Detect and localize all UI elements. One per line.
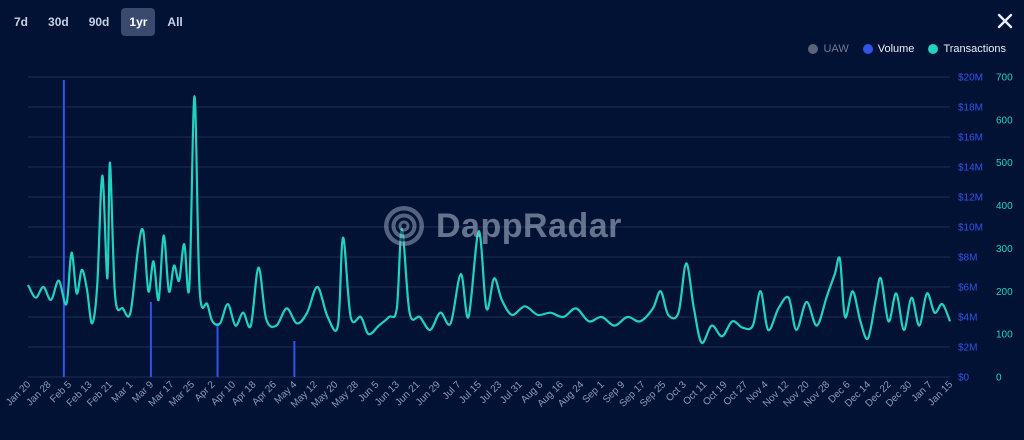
y-axis-left: $0 $2M $4M $6M $8M $10M $12M $14M $16M $18M $20M — [958, 73, 983, 384]
y-right-tick-label: 300 — [996, 244, 1013, 255]
range-30d-button[interactable]: 30d — [48, 15, 69, 29]
radar-logo-icon — [384, 206, 424, 246]
y-right-tick-label: 100 — [996, 330, 1013, 341]
y-left-tick-label: $16M — [958, 133, 983, 144]
y-right-tick-label: 0 — [996, 373, 1002, 384]
legend-item-transactions[interactable]: Transactions — [928, 43, 1006, 55]
x-tick-label: Mar 1 — [110, 379, 136, 405]
y-left-tick-label: $0 — [958, 373, 970, 384]
watermark-text: DappRadar — [436, 206, 622, 245]
legend-label-uaw: UAW — [823, 43, 849, 55]
y-axis-right: 0 100 200 300 400 500 600 700 — [996, 73, 1013, 384]
chart-grid — [28, 76, 950, 378]
legend-item-uaw[interactable]: UAW — [808, 43, 849, 55]
legend-item-volume[interactable]: Volume — [862, 43, 915, 55]
watermark: DappRadar — [382, 204, 622, 248]
y-left-tick-label: $2M — [958, 343, 977, 354]
transactions-series — [27, 95, 952, 344]
y-right-tick-label: 400 — [996, 201, 1013, 212]
y-right-tick-label: 200 — [996, 287, 1013, 298]
range-1yr-button[interactable]: 1yr — [121, 8, 156, 36]
y-left-tick-label: $4M — [958, 313, 977, 324]
y-left-tick-label: $14M — [958, 163, 983, 174]
y-left-tick-label: $12M — [958, 193, 983, 204]
legend-label-transactions: Transactions — [943, 43, 1006, 55]
y-right-tick-label: 500 — [996, 158, 1013, 169]
close-icon — [997, 13, 1013, 29]
transactions-line — [27, 95, 952, 344]
y-left-tick-label: $10M — [958, 223, 983, 234]
time-range-selector: 7d 30d 90d 1yr All — [6, 8, 191, 36]
x-tick-label: Sep 1 — [581, 379, 608, 406]
legend-dot-transactions — [928, 44, 939, 54]
x-tick-label: Jul 31 — [498, 379, 525, 406]
range-7d-button[interactable]: 7d — [14, 15, 29, 29]
y-left-tick-label: $8M — [958, 253, 977, 264]
y-right-tick-label: 700 — [996, 73, 1013, 84]
y-left-tick-label: $20M — [958, 73, 983, 84]
range-all-button[interactable]: All — [167, 15, 183, 29]
y-left-tick-label: $6M — [958, 283, 977, 294]
legend-label-volume: Volume — [877, 43, 915, 55]
volume-series — [62, 80, 296, 377]
y-right-tick-label: 600 — [996, 115, 1013, 126]
chart-legend: UAW Volume Transactions — [808, 43, 1006, 55]
legend-dot-volume — [862, 44, 873, 54]
y-left-tick-label: $18M — [958, 103, 983, 114]
close-button[interactable] — [996, 12, 1014, 30]
range-90d-button[interactable]: 90d — [88, 15, 110, 29]
legend-dot-uaw — [808, 44, 819, 54]
